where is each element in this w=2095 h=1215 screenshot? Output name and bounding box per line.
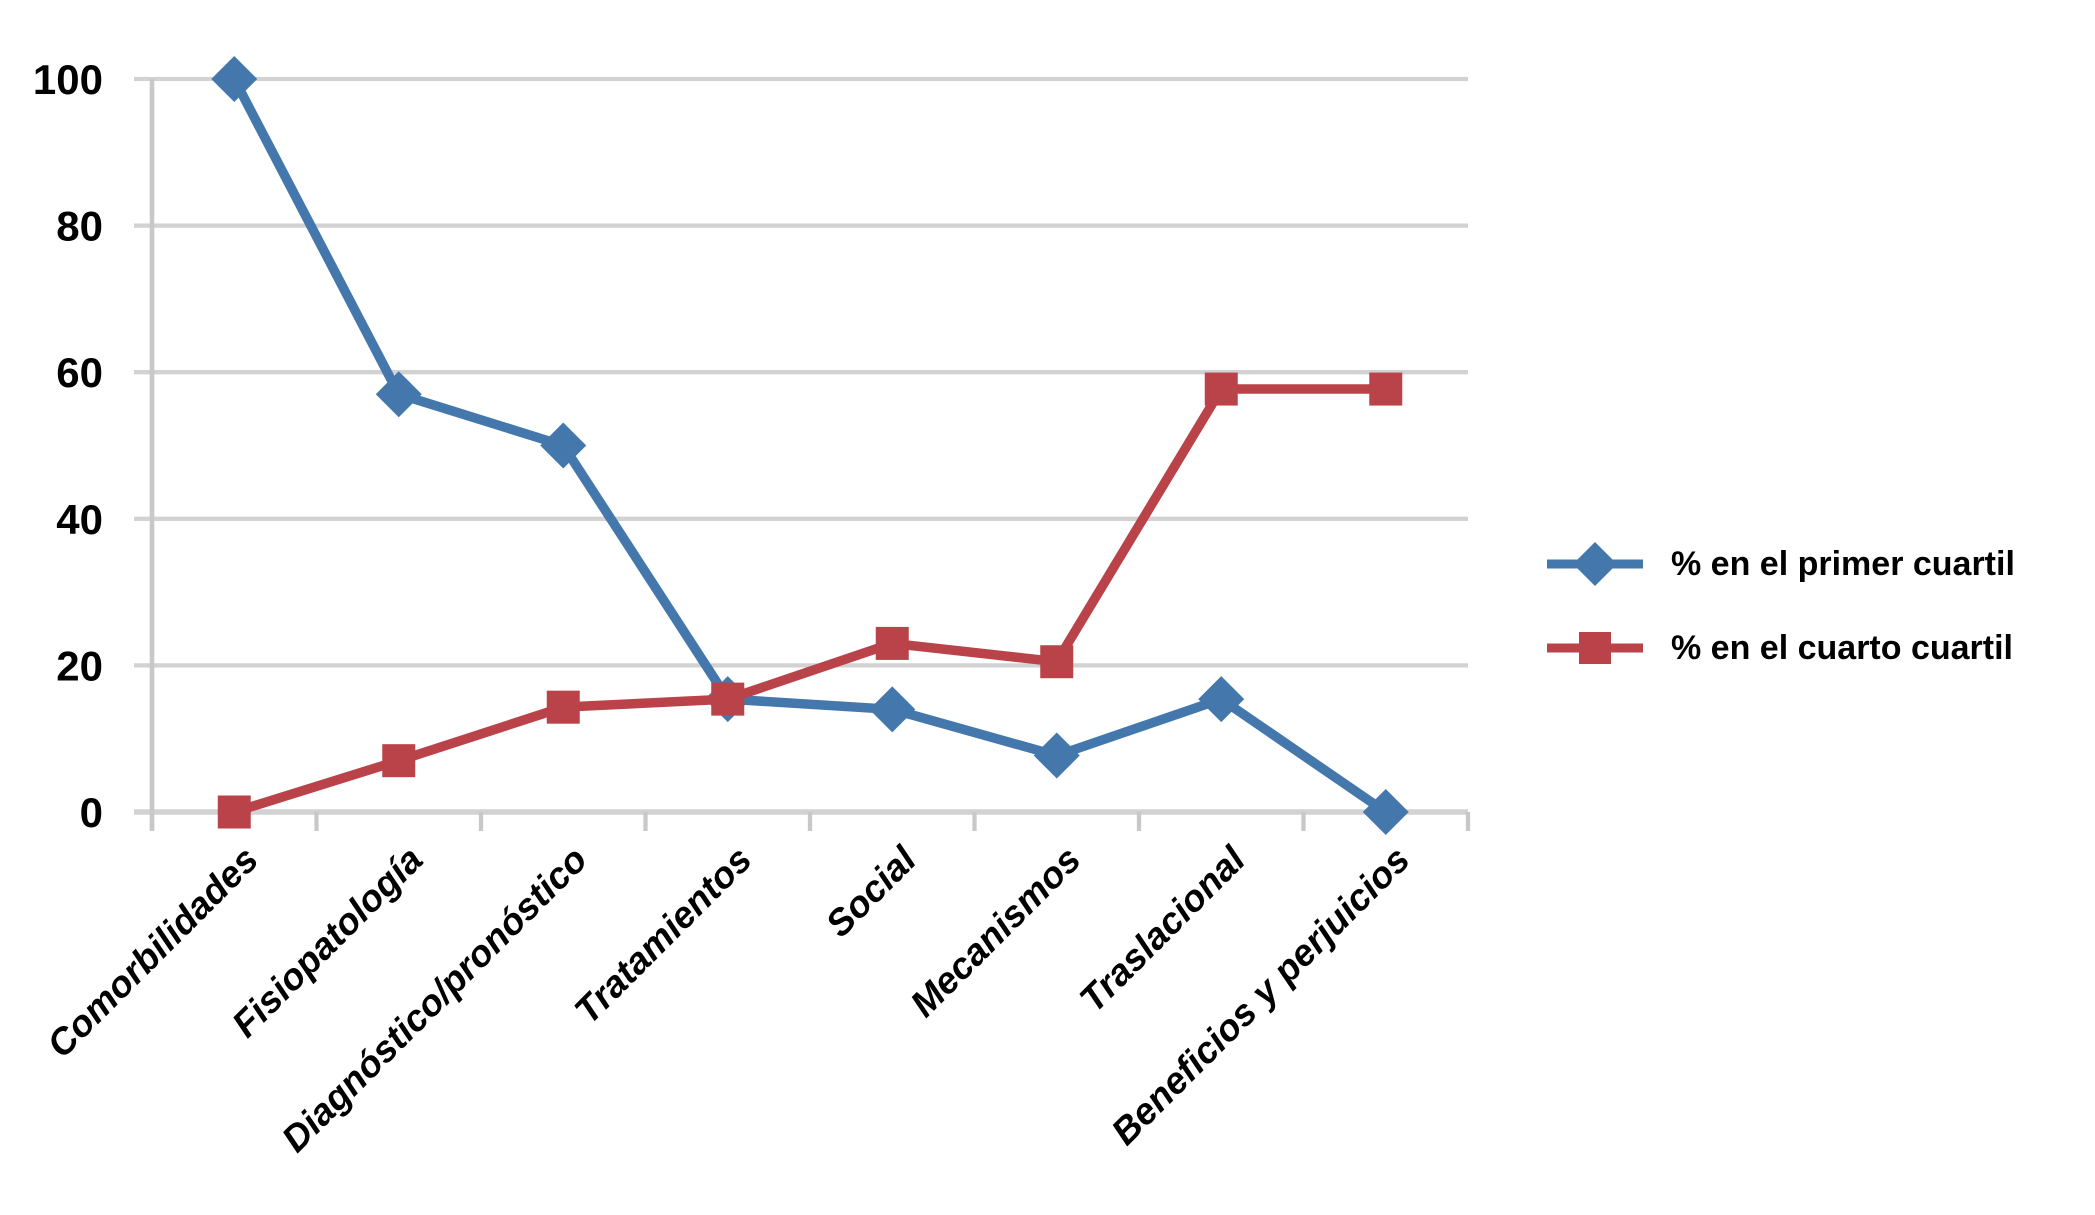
- data-point-square: [1369, 372, 1403, 406]
- x-axis-label: Tratamientos: [567, 839, 760, 1032]
- data-point-square: [1040, 645, 1074, 679]
- y-axis-label-0: 0: [80, 789, 103, 836]
- data-point-diamond: [375, 371, 422, 418]
- legend-item-primer-cuartil: % en el primer cuartil: [1545, 533, 2015, 595]
- data-point-square: [217, 795, 251, 829]
- y-axis-label-80: 80: [56, 203, 103, 250]
- x-axis-label: Mecanismos: [902, 839, 1088, 1025]
- series-cuarto-cuartil: [217, 372, 1403, 829]
- data-point-diamond: [540, 422, 587, 469]
- data-point-diamond: [1362, 789, 1409, 835]
- data-point-square: [711, 682, 745, 716]
- legend-square-marker-icon: [1545, 617, 1645, 679]
- data-point-square: [875, 626, 909, 660]
- series-line: [229, 384, 1391, 817]
- y-axis-label-100: 100: [33, 56, 103, 103]
- series-primer-cuartil: [211, 56, 1409, 835]
- legend-label-primer-cuartil: % en el primer cuartil: [1671, 544, 2015, 583]
- data-point-diamond: [1198, 676, 1245, 723]
- chart-legend: % en el primer cuartil % en el cuarto cu…: [1545, 533, 2015, 679]
- x-axis-label: Diagnóstico/pronóstico: [274, 839, 595, 1160]
- x-axis-label: Traslacional: [1072, 838, 1254, 1020]
- legend-diamond-marker-icon: [1545, 533, 1645, 595]
- x-axis-label: Social: [818, 838, 925, 945]
- data-point-diamond: [869, 686, 916, 733]
- y-axis-label-60: 60: [56, 349, 103, 396]
- series-line: [229, 74, 1391, 817]
- legend-item-cuarto-cuartil: % en el cuarto cuartil: [1545, 617, 2015, 679]
- data-point-square: [382, 744, 416, 778]
- x-axis-label: Comorbilidades: [39, 839, 266, 1066]
- data-point-square: [546, 690, 580, 724]
- y-axis-label-40: 40: [56, 496, 103, 543]
- data-point-square: [1204, 372, 1238, 406]
- legend-label-cuarto-cuartil: % en el cuarto cuartil: [1671, 628, 2013, 667]
- x-axis-label: Beneficios y perjuicios: [1103, 839, 1417, 1153]
- y-axis-label-20: 20: [56, 642, 103, 689]
- data-point-diamond: [211, 56, 258, 102]
- data-point-diamond: [1033, 732, 1080, 779]
